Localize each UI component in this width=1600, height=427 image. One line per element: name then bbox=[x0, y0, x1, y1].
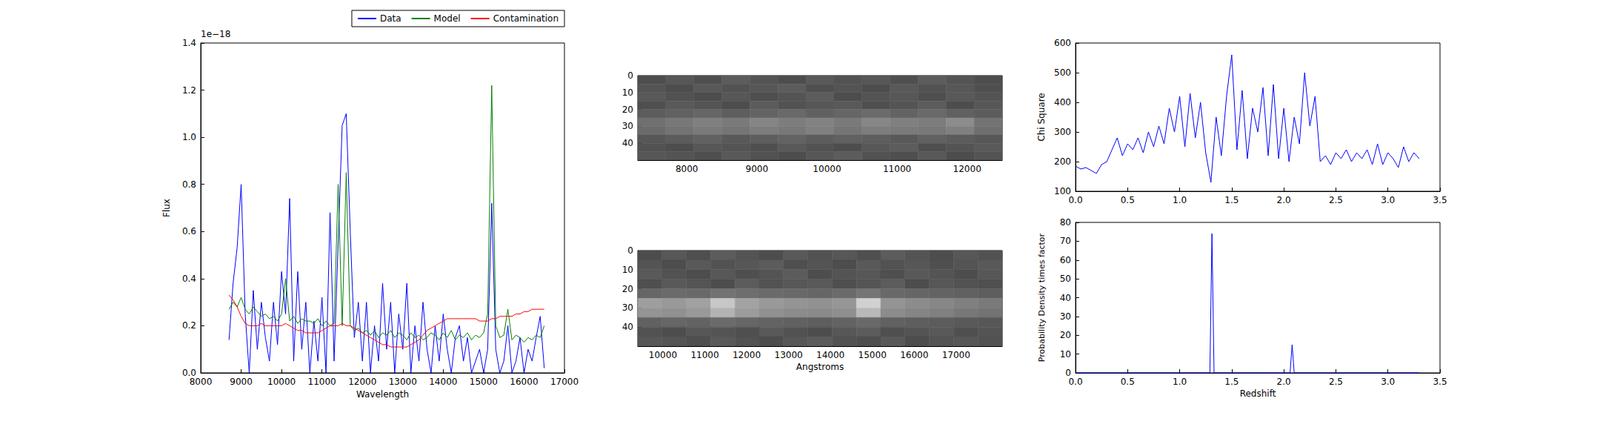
svg-text:16000: 16000 bbox=[900, 349, 929, 360]
svg-text:Model: Model bbox=[434, 13, 461, 24]
svg-text:9000: 9000 bbox=[745, 163, 769, 175]
svg-text:1.0: 1.0 bbox=[1172, 376, 1187, 387]
svg-text:40: 40 bbox=[622, 321, 634, 332]
svg-text:16000: 16000 bbox=[509, 376, 538, 387]
svg-text:3.5: 3.5 bbox=[1432, 376, 1447, 387]
svg-text:Angstroms: Angstroms bbox=[796, 361, 844, 372]
svg-text:30: 30 bbox=[622, 302, 634, 313]
svg-text:30: 30 bbox=[1060, 311, 1072, 322]
svg-text:Data: Data bbox=[380, 13, 402, 24]
svg-text:0.4: 0.4 bbox=[182, 273, 197, 284]
svg-text:80: 80 bbox=[1060, 217, 1072, 228]
svg-text:17000: 17000 bbox=[942, 349, 971, 360]
svg-text:1e−18: 1e−18 bbox=[200, 28, 231, 40]
svg-text:10000: 10000 bbox=[648, 349, 678, 360]
svg-text:600: 600 bbox=[1054, 37, 1072, 49]
svg-text:20: 20 bbox=[622, 283, 634, 295]
svg-text:Flux: Flux bbox=[161, 198, 172, 218]
svg-text:40: 40 bbox=[622, 137, 634, 149]
svg-text:14000: 14000 bbox=[816, 349, 845, 360]
svg-text:12000: 12000 bbox=[953, 163, 982, 175]
svg-text:400: 400 bbox=[1054, 97, 1072, 108]
svg-text:10: 10 bbox=[622, 264, 634, 275]
svg-text:100: 100 bbox=[1054, 185, 1072, 197]
svg-text:Redshift: Redshift bbox=[1240, 388, 1277, 399]
svg-text:14000: 14000 bbox=[428, 376, 458, 387]
svg-text:1.5: 1.5 bbox=[1224, 194, 1239, 206]
svg-text:2.0: 2.0 bbox=[1277, 194, 1292, 206]
svg-text:3.0: 3.0 bbox=[1380, 194, 1395, 206]
svg-text:0.0: 0.0 bbox=[1068, 194, 1083, 206]
svg-text:13000: 13000 bbox=[774, 349, 803, 360]
svg-text:12000: 12000 bbox=[732, 349, 761, 360]
svg-text:Contamination: Contamination bbox=[493, 13, 559, 24]
svg-text:2.5: 2.5 bbox=[1328, 194, 1343, 206]
svg-text:0.5: 0.5 bbox=[1120, 194, 1135, 206]
svg-text:500: 500 bbox=[1054, 67, 1072, 78]
svg-text:1.4: 1.4 bbox=[182, 37, 197, 49]
svg-text:3.0: 3.0 bbox=[1380, 376, 1395, 387]
svg-text:0.0: 0.0 bbox=[1068, 376, 1083, 387]
svg-text:Probability Density times fact: Probability Density times factor bbox=[1037, 232, 1047, 362]
svg-text:50: 50 bbox=[1060, 273, 1072, 284]
svg-text:10: 10 bbox=[1060, 348, 1072, 360]
svg-text:70: 70 bbox=[1060, 235, 1072, 246]
svg-text:300: 300 bbox=[1054, 126, 1072, 138]
svg-text:2.0: 2.0 bbox=[1277, 376, 1292, 387]
svg-text:1.5: 1.5 bbox=[1224, 376, 1239, 387]
svg-text:10000: 10000 bbox=[812, 163, 841, 175]
svg-text:15000: 15000 bbox=[858, 349, 887, 360]
svg-text:1.0: 1.0 bbox=[1172, 194, 1187, 206]
svg-text:Wavelength: Wavelength bbox=[356, 388, 409, 400]
svg-text:0.8: 0.8 bbox=[182, 179, 197, 190]
svg-text:60: 60 bbox=[1060, 254, 1072, 266]
svg-text:11000: 11000 bbox=[690, 349, 719, 360]
svg-text:17000: 17000 bbox=[550, 376, 579, 387]
svg-text:2.5: 2.5 bbox=[1328, 376, 1343, 387]
svg-text:13000: 13000 bbox=[388, 376, 418, 387]
svg-text:0: 0 bbox=[627, 70, 634, 81]
svg-text:20: 20 bbox=[1060, 329, 1072, 340]
svg-text:8000: 8000 bbox=[675, 163, 699, 175]
svg-text:40: 40 bbox=[1060, 292, 1072, 303]
svg-text:11000: 11000 bbox=[882, 163, 912, 175]
svg-text:0.0: 0.0 bbox=[182, 367, 197, 378]
svg-text:0.6: 0.6 bbox=[182, 225, 197, 237]
svg-text:Chi Square: Chi Square bbox=[1036, 92, 1047, 141]
svg-text:12000: 12000 bbox=[348, 376, 377, 387]
svg-text:0.2: 0.2 bbox=[182, 320, 197, 331]
svg-text:0.5: 0.5 bbox=[1120, 376, 1135, 387]
svg-text:200: 200 bbox=[1054, 156, 1072, 167]
svg-text:0: 0 bbox=[1065, 367, 1072, 378]
svg-text:10: 10 bbox=[622, 87, 634, 98]
svg-text:11000: 11000 bbox=[308, 376, 337, 387]
svg-text:1.2: 1.2 bbox=[182, 85, 197, 96]
svg-text:9000: 9000 bbox=[229, 376, 253, 387]
svg-text:8000: 8000 bbox=[189, 376, 213, 387]
svg-text:10000: 10000 bbox=[267, 376, 296, 387]
svg-text:30: 30 bbox=[622, 120, 634, 132]
svg-text:1.0: 1.0 bbox=[182, 131, 197, 143]
svg-text:3.5: 3.5 bbox=[1432, 194, 1447, 206]
svg-text:15000: 15000 bbox=[469, 376, 498, 387]
svg-text:0: 0 bbox=[627, 245, 634, 256]
svg-text:20: 20 bbox=[622, 104, 634, 115]
